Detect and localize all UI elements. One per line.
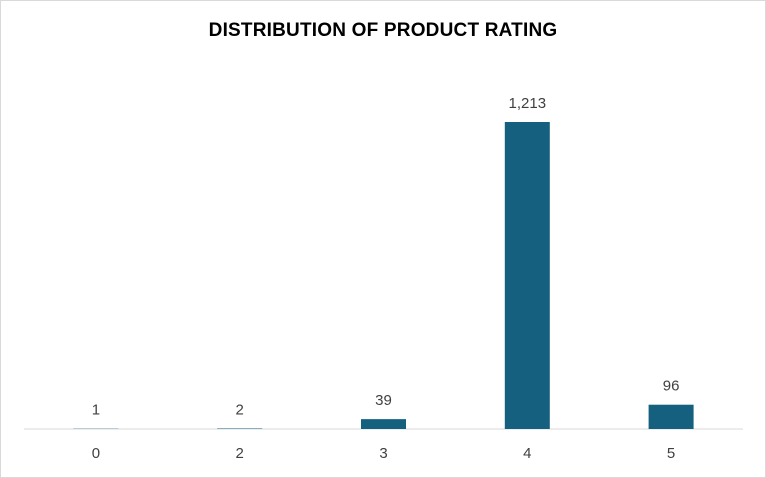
x-tick-labels-group: 0 2 3 4 5	[92, 445, 676, 462]
x-tick-label-4: 4	[523, 445, 531, 462]
data-label-rating-2: 2	[236, 401, 244, 418]
chart-title: DISTRIBUTION OF PRODUCT RATING	[208, 20, 558, 41]
data-label-rating-5: 96	[663, 378, 680, 395]
x-tick-label-3: 3	[379, 445, 387, 462]
bars-group	[73, 122, 694, 429]
x-tick-label-5: 5	[667, 445, 675, 462]
bar-rating-2	[217, 428, 263, 429]
x-tick-label-2: 2	[236, 445, 244, 462]
data-label-rating-3: 39	[375, 392, 392, 409]
data-label-rating-4: 1,213	[509, 95, 547, 112]
data-labels-group: 1 2 39 1,213 96	[92, 95, 680, 419]
bar-rating-4	[504, 122, 550, 429]
data-label-rating-0: 1	[92, 402, 100, 419]
x-tick-label-0: 0	[92, 445, 100, 462]
bar-rating-3	[361, 419, 406, 429]
bar-rating-5	[648, 404, 694, 429]
